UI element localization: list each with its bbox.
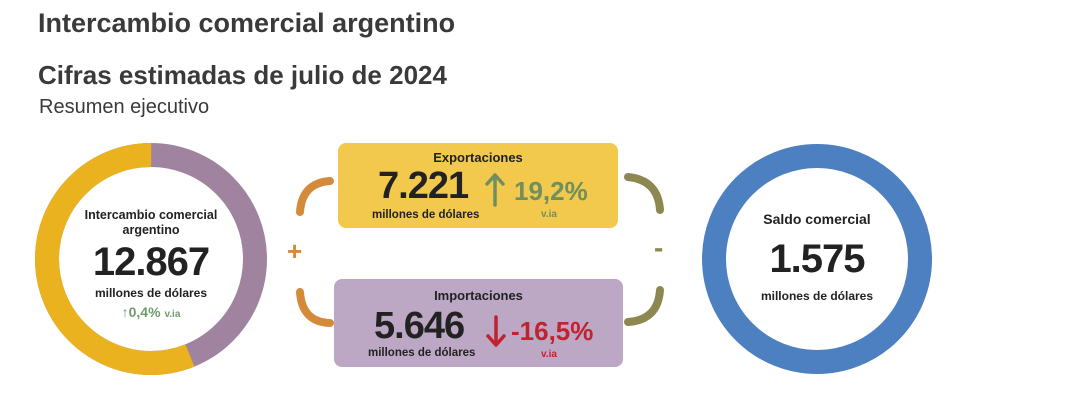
total-trade-value: 12.867: [92, 240, 210, 284]
arrow-up-icon: [485, 173, 505, 207]
left-bracket-bottom-icon: [296, 288, 334, 327]
exports-change-suffix: v.ia: [541, 209, 557, 220]
exports-value: 7.221: [378, 165, 469, 207]
right-bracket-bottom-icon: [624, 286, 664, 326]
imports-card: Importaciones 5.646 millones de dólares …: [334, 279, 623, 367]
total-trade-change-value: 0,4%: [128, 304, 161, 320]
trade-balance-donut: [702, 144, 932, 374]
plus-sign: +: [287, 236, 303, 266]
imports-unit: millones de dólares: [368, 347, 476, 359]
trade-balance-unit: millones de dólares: [760, 289, 874, 303]
exports-unit: millones de dólares: [372, 209, 480, 221]
trade-balance-value: 1.575: [769, 237, 865, 281]
imports-change: -16,5%: [511, 316, 594, 346]
exports-card: Exportaciones 7.221 millones de dólares …: [338, 143, 618, 228]
report-subtitle: Resumen ejecutivo: [39, 96, 210, 118]
minus-sign: -: [654, 232, 664, 263]
report-period-title: Cifras estimadas de julio de 2024: [38, 60, 447, 90]
left-bracket-top-icon: [296, 177, 334, 216]
arrow-up-icon: ↑: [121, 304, 129, 320]
total-trade-label: Intercambio comercial argentino: [84, 208, 218, 237]
exports-label: Exportaciones: [433, 150, 523, 165]
imports-value: 5.646: [374, 305, 465, 347]
imports-change-suffix: v.ia: [541, 349, 557, 360]
total-trade-unit: millones de dólares: [94, 286, 208, 300]
right-bracket-top-icon: [624, 173, 664, 214]
balance-arc: [702, 144, 932, 374]
report-title: Intercambio comercial argentino: [38, 8, 456, 38]
total-trade-donut: [35, 143, 267, 375]
arrow-down-icon: [486, 315, 506, 347]
trade-balance-ring: Saldo comercial 1.575 millones de dólare…: [701, 143, 933, 375]
imports-label: Importaciones: [434, 288, 523, 303]
trade-balance-label: Saldo comercial: [763, 211, 871, 227]
exports-change: 19,2%: [514, 176, 588, 206]
total-trade-change-suffix: v.ia: [164, 309, 181, 320]
exports-share-arc: [35, 143, 267, 375]
total-trade-change: ↑0,4% v.ia: [34, 304, 268, 320]
total-trade-ring: Intercambio comercial argentino 12.867 m…: [34, 142, 268, 376]
